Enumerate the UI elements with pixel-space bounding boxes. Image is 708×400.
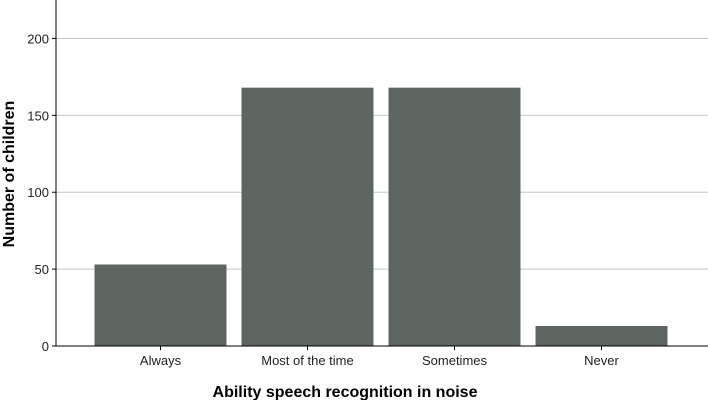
x-tick-labels: Always Most of the time Sometimes Never	[140, 346, 620, 368]
x-tick-label-always: Always	[140, 353, 182, 368]
bar-most-of-the-time	[241, 87, 374, 347]
y-axis-title: Number of children	[1, 101, 18, 248]
x-axis-title: Ability speech recognition in noise	[213, 384, 478, 400]
x-tick-label-sometimes: Sometimes	[422, 353, 488, 368]
y-tick-label-50: 50	[35, 262, 49, 277]
grid-lines	[56, 37, 708, 270]
y-tick-label-200: 200	[27, 31, 49, 46]
y-tick-label-0: 0	[42, 339, 49, 354]
bar-always	[94, 264, 227, 346]
y-tick-labels: 0 50 100 150 200	[27, 31, 56, 354]
bar-never	[535, 326, 668, 346]
x-tick-label-most-of-the-time: Most of the time	[261, 353, 353, 368]
axes	[55, 0, 708, 347]
bar-sometimes	[388, 87, 521, 347]
bars	[94, 87, 668, 347]
x-tick-label-never: Never	[584, 353, 619, 368]
y-tick-label-100: 100	[27, 185, 49, 200]
y-tick-label-150: 150	[27, 108, 49, 123]
